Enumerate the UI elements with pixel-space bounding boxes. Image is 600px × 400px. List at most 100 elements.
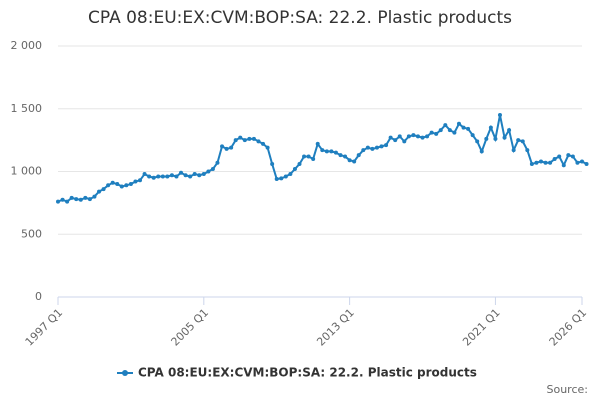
point (548, 160, 553, 165)
point (352, 159, 357, 164)
chart-title: CPA 08:EU:EX:CVM:BOP:SA: 22.2. Plastic p… (88, 8, 512, 28)
y-tick-label: 1 000 (11, 165, 43, 178)
y-tick-label: 500 (21, 227, 42, 240)
point (138, 178, 143, 183)
legend-label: CPA 08:EU:EX:CVM:BOP:SA: 22.2. Plastic p… (138, 366, 477, 380)
x-tick-label: 2026 Q1 (547, 306, 590, 349)
point (420, 135, 425, 140)
point (302, 154, 307, 159)
point (188, 174, 193, 179)
point (516, 138, 521, 143)
point (343, 154, 348, 159)
point (461, 125, 466, 130)
point (393, 138, 398, 143)
point (229, 145, 234, 150)
point (384, 143, 389, 148)
point (83, 195, 88, 200)
point (265, 145, 270, 150)
point (502, 135, 507, 140)
point (447, 128, 452, 133)
point (552, 156, 557, 161)
point (411, 133, 416, 138)
point (397, 134, 402, 139)
point (575, 160, 580, 165)
y-tick-label: 2 000 (11, 39, 43, 52)
point (60, 197, 65, 202)
x-tick-label: 2005 Q1 (169, 306, 212, 349)
point (566, 153, 571, 158)
point (220, 144, 225, 149)
point (315, 141, 320, 146)
point (215, 160, 220, 165)
point (147, 174, 152, 179)
point (561, 163, 566, 168)
point (466, 126, 471, 131)
legend-marker (122, 370, 128, 376)
point (406, 134, 411, 139)
point (288, 172, 293, 177)
point (470, 133, 475, 138)
point (292, 166, 297, 171)
point (507, 128, 512, 133)
point (379, 144, 384, 149)
point (242, 138, 247, 143)
point (324, 149, 329, 154)
point (452, 130, 457, 135)
point (347, 158, 352, 163)
point (197, 173, 202, 178)
point (65, 199, 70, 204)
point (179, 170, 184, 175)
point (142, 172, 147, 177)
point (329, 149, 334, 154)
point (151, 175, 156, 180)
point (128, 182, 133, 187)
point (356, 153, 361, 158)
point (497, 113, 502, 118)
point (370, 146, 375, 151)
point (174, 174, 179, 179)
point (119, 184, 124, 189)
point (124, 183, 129, 188)
point (106, 183, 111, 188)
point (206, 169, 211, 174)
point (584, 161, 589, 166)
point (580, 159, 584, 164)
point (306, 154, 311, 159)
point (69, 195, 74, 200)
point (488, 125, 493, 130)
point (538, 159, 543, 164)
source: Source: (547, 383, 589, 396)
point (101, 187, 106, 192)
point (78, 197, 83, 202)
point (402, 139, 407, 144)
point (201, 172, 206, 177)
point (247, 136, 252, 141)
point (374, 145, 379, 150)
point (297, 161, 302, 166)
point (210, 166, 215, 171)
point (224, 146, 229, 151)
point (475, 139, 480, 144)
point (261, 141, 266, 146)
point (283, 174, 288, 179)
point (192, 172, 197, 177)
point (160, 174, 165, 179)
point (183, 173, 188, 178)
x-tick-label: 2021 Q1 (460, 306, 503, 349)
point (256, 139, 261, 144)
point (534, 160, 539, 165)
point (365, 145, 370, 150)
point (557, 154, 562, 159)
point (479, 149, 484, 154)
point (570, 154, 575, 159)
point (87, 197, 92, 202)
point (338, 153, 343, 158)
y-tick-label: 0 (35, 290, 42, 303)
point (156, 174, 161, 179)
point (233, 138, 238, 143)
point (169, 173, 174, 178)
series-line (57, 114, 588, 203)
point (320, 148, 325, 153)
point (429, 130, 434, 135)
